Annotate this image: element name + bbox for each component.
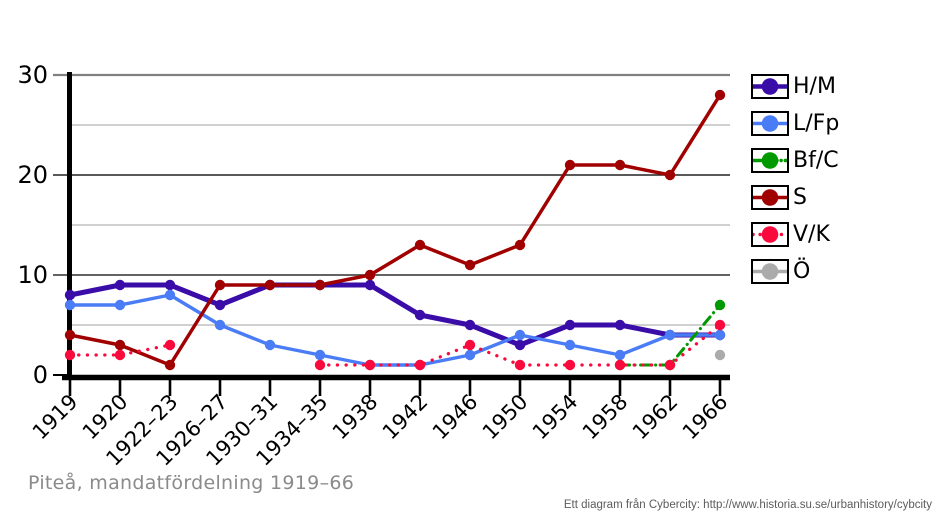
svg-text:1919: 1919: [28, 390, 83, 445]
legend-label-vk: V/K: [793, 221, 830, 247]
legend-item-vk: V/K: [751, 221, 839, 247]
legend-swatch-lfp-icon: [751, 110, 789, 136]
chart-legend: H/M L/Fp Bf/C S V/K Ö: [751, 73, 839, 295]
svg-text:1938: 1938: [328, 390, 383, 445]
svg-text:1966: 1966: [678, 390, 733, 445]
legend-label-bfc: Bf/C: [793, 147, 839, 173]
svg-text:1942: 1942: [378, 390, 433, 445]
svg-text:1958: 1958: [578, 390, 633, 445]
attribution-text: Ett diagram från Cybercity: http://www.h…: [563, 499, 932, 511]
svg-text:30: 30: [17, 61, 48, 89]
legend-item-hm: H/M: [751, 73, 839, 99]
legend-swatch-o-icon: [751, 258, 789, 284]
legend-swatch-vk-icon: [751, 221, 789, 247]
legend-label-lfp: L/Fp: [793, 110, 840, 136]
legend-label-hm: H/M: [793, 73, 836, 99]
svg-text:1954: 1954: [528, 390, 583, 445]
svg-text:1946: 1946: [428, 390, 483, 445]
legend-label-o: Ö: [793, 258, 811, 284]
legend-item-lfp: L/Fp: [751, 110, 839, 136]
legend-swatch-bfc-icon: [751, 147, 789, 173]
legend-item-bfc: Bf/C: [751, 147, 839, 173]
svg-text:0: 0: [33, 361, 48, 389]
svg-text:1962: 1962: [628, 390, 683, 445]
svg-text:10: 10: [17, 261, 48, 289]
svg-text:1950: 1950: [478, 390, 533, 445]
chart-title: Piteå, mandatfördelning 1919–66: [28, 472, 355, 494]
legend-item-s: S: [751, 184, 839, 210]
legend-item-o: Ö: [751, 258, 839, 284]
legend-swatch-s-icon: [751, 184, 789, 210]
legend-label-s: S: [793, 184, 807, 210]
svg-text:20: 20: [17, 161, 48, 189]
legend-swatch-hm-icon: [751, 73, 789, 99]
